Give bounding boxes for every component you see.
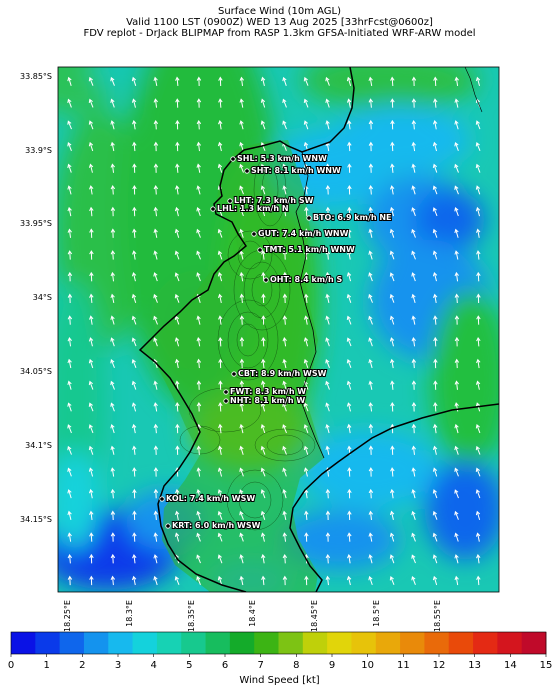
station-marker: SHL: 5.3 km/h WNW — [230, 153, 328, 164]
colorbar-swatch — [83, 632, 109, 654]
lat-label-34-15: 34.15°S — [20, 515, 52, 524]
map-frame — [57, 66, 500, 593]
station-marker: CBT: 8.9 km/h WSW — [231, 368, 328, 379]
colorbar-swatch — [59, 632, 85, 654]
colorbar-tick-label: 6 — [221, 660, 229, 671]
lat-label-34: 34°S — [32, 293, 52, 302]
lat-label-33-9: 33.9°S — [25, 146, 52, 155]
colorbar-swatch — [254, 632, 279, 654]
station-label: OHT: 8.4 km/h S — [270, 275, 343, 284]
colorbar-swatch — [400, 632, 425, 654]
station-label: SHL: 5.3 km/h WNW — [237, 154, 327, 163]
colorbar-tick-label: 10 — [361, 660, 375, 671]
station-label: TMT: 5.1 km/h WNW — [264, 245, 355, 254]
colorbar-tick-label: 1 — [43, 660, 50, 671]
map-field — [58, 67, 499, 592]
station-label: SHT: 8.1 km/h WNW — [251, 166, 341, 175]
colorbar-swatch — [302, 632, 328, 654]
colorbar-tick-label: 11 — [396, 660, 410, 671]
station-label: KRT: 6.0 km/h WSW — [172, 521, 261, 530]
colorbar-swatch — [156, 632, 182, 654]
colorbar-tick-label: 9 — [328, 660, 336, 671]
colorbar-tick-label: 8 — [293, 660, 300, 671]
map-title: Surface Wind (10m AGL) — [217, 6, 342, 17]
colorbar-swatch — [229, 632, 255, 654]
colorbar-tick-label: 15 — [539, 660, 553, 671]
colorbar-tick-label: 14 — [503, 660, 517, 671]
coastline — [138, 67, 499, 592]
colorbar-swatch — [132, 632, 158, 654]
colorbar-swatch — [375, 632, 401, 654]
colorbar-tick-label: 12 — [432, 660, 446, 671]
station-label: FWT: 8.3 km/h W — [230, 387, 306, 396]
station-marker: SHT: 8.1 km/h WNW — [244, 165, 342, 176]
lon-label-18-55: 18.55°E — [433, 600, 442, 632]
lat-label-34-05: 34.05°S — [20, 367, 52, 376]
colorbar — [10, 631, 547, 657]
colorbar-swatch — [35, 632, 61, 654]
colorbar-swatch — [205, 632, 231, 654]
station-markers: SHL: 5.3 km/h WNW SHT: 8.1 km/h WNW LHT: 7… — [159, 153, 393, 531]
valid-time-subtitle: Valid 1100 LST (0900Z) WED 13 Aug 2025 [… — [126, 17, 433, 28]
station-marker: KOL: 7.4 km/h WSW — [159, 493, 256, 504]
colorbar-swatch — [108, 632, 133, 654]
lat-label-33-85: 33.85°S — [20, 72, 52, 81]
station-marker: LHT: 7.3 km/h SW — [227, 195, 315, 206]
lon-label-18-35: 18.35°E — [187, 600, 196, 632]
colorbar-swatch — [497, 632, 523, 654]
station-label: NHT: 8.1 km/h W — [230, 396, 305, 405]
colorbar-tick-label: 4 — [150, 660, 157, 671]
colorbar-tick-label: 5 — [186, 660, 193, 671]
lon-label-18-45: 18.45°E — [310, 600, 319, 632]
lon-label-18-5: 18.5°E — [372, 600, 381, 627]
lat-label-34-1: 34.1°S — [25, 441, 52, 450]
station-label: LHL: 1.3 km/h N — [217, 204, 289, 213]
station-label: GUT: 7.4 km/h WNW — [258, 229, 349, 238]
colorbar-swatch — [11, 632, 36, 654]
station-marker: LHL: 1.3 km/h N — [210, 203, 290, 214]
lat-label-33-95: 33.95°S — [20, 219, 52, 228]
colorbar-tick-label: 7 — [257, 660, 264, 671]
station-marker: FWT: 8.3 km/h W — [223, 386, 307, 397]
lon-label-18-3: 18.3°E — [125, 600, 134, 627]
station-label: CBT: 8.9 km/h WSW — [238, 369, 327, 378]
colorbar-swatch — [448, 632, 474, 654]
lon-label-18-4: 18.4°E — [248, 600, 257, 627]
colorbar-tick-label: 2 — [79, 660, 86, 671]
colorbar-tick-label: 3 — [114, 660, 122, 671]
station-marker: BTO: 6.9 km/h NE — [306, 212, 393, 223]
station-label: KOL: 7.4 km/h WSW — [166, 494, 255, 503]
station-label: BTO: 6.9 km/h NE — [313, 213, 392, 222]
colorbar-swatch — [181, 632, 206, 654]
colorbar-label: Wind Speed [kt] — [239, 675, 320, 686]
colorbar-tick-label: 0 — [7, 660, 15, 671]
station-marker: OHT: 8.4 km/h S — [263, 274, 344, 285]
source-subtitle: FDV replot - DrJack BLIPMAP from RASP 1.… — [83, 28, 476, 39]
station-marker: GUT: 7.4 km/h WNW — [251, 228, 350, 239]
station-label: LHT: 7.3 km/h SW — [234, 196, 314, 205]
station-marker: KRT: 6.0 km/h WSW — [165, 520, 262, 531]
lon-label-18-25: 18.25°E — [63, 600, 72, 632]
colorbar-swatch — [473, 632, 498, 654]
colorbar-swatch — [521, 632, 547, 654]
station-marker: TMT: 5.1 km/h WNW — [257, 244, 356, 255]
station-marker: NHT: 8.1 km/h W — [223, 395, 306, 406]
colorbar-tick-label: 13 — [468, 660, 482, 671]
colorbar-swatch — [424, 632, 450, 654]
colorbar-swatch — [278, 632, 304, 654]
colorbar-swatch — [351, 632, 377, 654]
colorbar-swatch — [327, 632, 352, 654]
